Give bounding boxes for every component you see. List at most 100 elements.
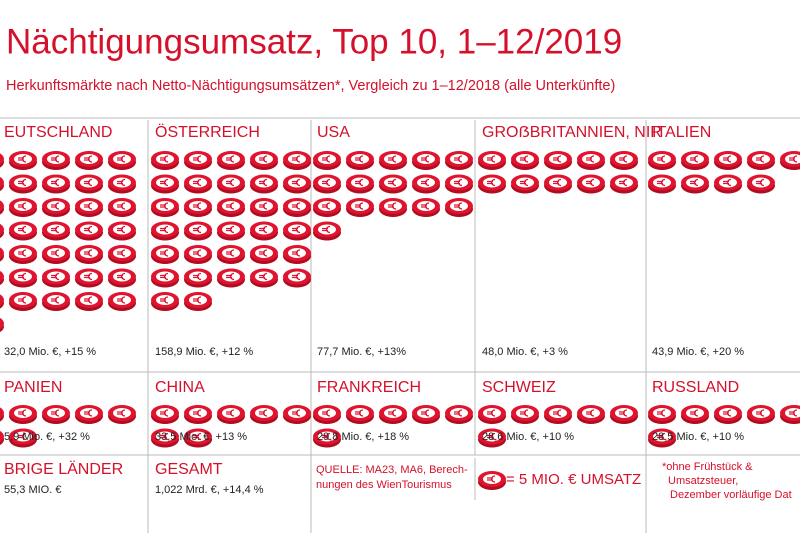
- coin-icon: [412, 198, 440, 217]
- coin-icon: [747, 174, 775, 194]
- title: Nächtigungsumsatz, Top 10, 1–12/2019: [6, 22, 622, 61]
- coin-icon: [478, 405, 506, 424]
- coin-symbol: [520, 155, 529, 163]
- coin-symbol: [756, 178, 765, 187]
- coin-symbol: [193, 202, 202, 210]
- panel-name: CHINA: [155, 379, 205, 396]
- coin-symbol: [193, 272, 202, 281]
- coin-symbol: [292, 178, 301, 187]
- coin-icon: [346, 405, 374, 424]
- coin-symbol: [226, 272, 235, 281]
- coin-symbol: [487, 432, 496, 441]
- coin-symbol: [18, 225, 27, 234]
- coin-symbol: [322, 202, 331, 210]
- panel-name: EUTSCHLAND: [4, 124, 112, 141]
- coin-icon: [283, 245, 311, 264]
- coin-symbol: [657, 178, 666, 187]
- coin-symbol: [292, 225, 301, 234]
- coin-symbol: [553, 178, 562, 187]
- coin-symbol: [117, 296, 126, 304]
- coin-icon: [0, 200, 4, 215]
- coin-symbol: [193, 409, 202, 417]
- coin-icon: [681, 174, 709, 194]
- coin-symbol: [789, 409, 798, 417]
- coin-symbol: [259, 155, 268, 163]
- coin-face: [0, 247, 4, 259]
- coin-symbol: [117, 178, 126, 187]
- coin-icon: [151, 151, 179, 170]
- coin-icon: [445, 405, 473, 424]
- coin-icon: [108, 151, 136, 170]
- coin-symbol: [322, 178, 331, 187]
- coin-symbol: [160, 432, 169, 441]
- coin-symbol: [322, 432, 331, 441]
- coin-icon: [283, 221, 311, 241]
- coin-symbol: [160, 296, 169, 304]
- coin-icon: [648, 428, 676, 448]
- coin-icon: [9, 268, 37, 288]
- panel-name: GROẞBRITANNIEN, NIR: [482, 124, 662, 141]
- coin-icon: [346, 198, 374, 217]
- coin-symbol: [388, 178, 397, 187]
- coin-icon: [9, 405, 37, 424]
- panel-value: 28,6 Mio. €, +10 %: [482, 431, 574, 443]
- coin-icon: [346, 174, 374, 194]
- panel-value: 48,0 Mio. €, +3 %: [482, 346, 568, 358]
- coin-face: [0, 153, 4, 165]
- coin-symbol: [160, 155, 169, 163]
- coin-symbol: [226, 178, 235, 187]
- coin-icon: [511, 405, 539, 424]
- coin-icon: [250, 245, 278, 264]
- coin-icon: [75, 198, 103, 217]
- coin-icon: [544, 151, 572, 170]
- footnote: Umsatzsteuer,: [668, 475, 738, 487]
- coin-symbol: [355, 202, 364, 210]
- coin-icon: [412, 405, 440, 424]
- panel-value: 5,9 Mio. €, +32 %: [4, 431, 90, 443]
- coin-symbol: [553, 409, 562, 417]
- coin-icon: [184, 174, 212, 194]
- coin-icon: [151, 245, 179, 264]
- coin-icon: [217, 221, 245, 241]
- coin-icon: [108, 268, 136, 288]
- coin-symbol: [619, 178, 628, 187]
- coin-symbol: [657, 155, 666, 163]
- panel-name: RUSSLAND: [652, 379, 739, 396]
- coin-icon: [379, 405, 407, 424]
- coin-icon: [379, 174, 407, 194]
- coin-icon: [217, 268, 245, 288]
- coin-icon: [577, 174, 605, 194]
- panel-value: 32,0 Mio. €, +15 %: [4, 346, 96, 358]
- coin-symbol: [259, 272, 268, 281]
- coin-symbol: [454, 202, 463, 210]
- coin-icon: [184, 221, 212, 241]
- coin-icon: [9, 245, 37, 264]
- coin-icon: [217, 198, 245, 217]
- panel-value: 28,5 Mio. €, +10 %: [652, 431, 744, 443]
- coin-icon: [511, 151, 539, 170]
- coin-symbol: [487, 155, 496, 163]
- coin-icon: [184, 292, 212, 311]
- coin-face: [0, 200, 4, 212]
- coin-icon: [184, 198, 212, 217]
- coin-icon: [108, 198, 136, 217]
- coin-symbol: [789, 155, 798, 163]
- coin-icon: [544, 405, 572, 424]
- panel-value: 77,7 Mio. €, +13%: [317, 346, 406, 358]
- coin-icon: [75, 221, 103, 241]
- coin-symbol: [160, 409, 169, 417]
- coin-symbol: [355, 409, 364, 417]
- coin-symbol: [619, 409, 628, 417]
- coin-symbol: [322, 155, 331, 163]
- coin-icon: [151, 405, 179, 424]
- coin-symbol: [84, 296, 93, 304]
- coin-symbol: [117, 249, 126, 257]
- coin-icon: [217, 405, 245, 424]
- coin-icon: [108, 292, 136, 311]
- coin-icon: [42, 245, 70, 264]
- subtitle: Herkunftsmärkte nach Netto-Nächtigungsum…: [6, 78, 615, 94]
- coin-icon: [250, 174, 278, 194]
- coin-symbol: [117, 155, 126, 163]
- panel-name: ITALIEN: [652, 124, 711, 141]
- coin-icon: [184, 405, 212, 424]
